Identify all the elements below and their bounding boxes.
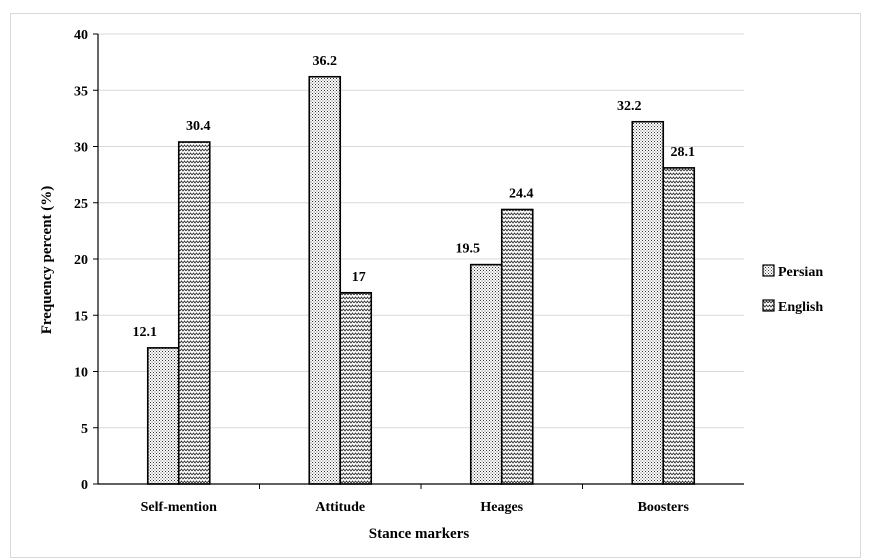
data-label: 36.2 [313,54,338,69]
y-tick-label: 30 [74,141,88,156]
legend-label-persian: Persian [778,265,823,280]
data-label: 12.1 [133,325,158,340]
legend-label-english: English [778,300,823,315]
bar-english [662,167,696,485]
y-tick-label: 25 [74,197,88,212]
data-label: 30.4 [186,119,211,134]
y-tick-label: 10 [74,366,88,381]
y-tick-label: 5 [81,422,88,437]
y-tick-label: 40 [74,28,88,43]
bars-group [146,75,696,485]
axes [93,33,744,489]
bar-english [339,291,373,485]
bar-persian [308,75,342,485]
data-label: 32.2 [617,99,642,114]
y-axis-title: Frequency percent (%) [39,186,55,335]
bar-persian [631,120,665,485]
data-label: 28.1 [671,145,696,160]
bar-persian [469,263,503,485]
y-tick-label: 20 [74,253,88,268]
legend-swatch-english [762,299,775,312]
x-axis-title: Stance markers [369,526,470,542]
value-labels: 12.1 30.4 36.2 17 19.5 24.4 32.2 28.1 [133,54,696,340]
bar-persian [146,347,180,485]
y-tick-labels: 0 5 10 15 20 25 30 35 40 [74,28,88,493]
y-tick-label: 0 [81,478,88,493]
x-tick-label: Self-mention [141,500,217,515]
bar-english [177,141,211,485]
x-tick-label: Boosters [638,500,690,515]
data-label: 17 [352,270,366,285]
legend: Persian English [762,264,823,315]
data-label: 24.4 [509,187,534,202]
x-tick-labels: Self-mention Attitude Heages Boosters [141,500,690,515]
legend-swatch-persian [762,264,775,277]
data-label: 19.5 [456,242,481,257]
x-tick-label: Heages [480,500,523,515]
y-tick-label: 35 [74,84,88,99]
bar-english [500,208,534,485]
x-tick-label: Attitude [315,500,365,515]
y-tick-label: 15 [74,309,88,324]
